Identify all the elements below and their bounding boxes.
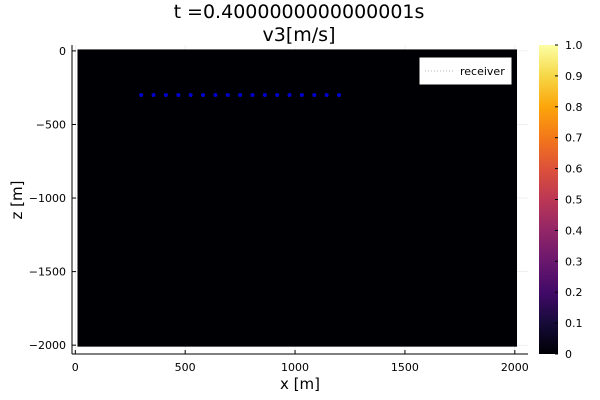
colorbar-tick-label: 0.4 xyxy=(565,224,583,237)
receiver-marker xyxy=(275,93,280,98)
receiver-marker xyxy=(312,93,317,98)
receiver-marker xyxy=(299,93,304,98)
receiver-marker xyxy=(337,93,342,98)
x-tick-label: 1500 xyxy=(391,361,419,374)
axes xyxy=(71,45,528,355)
receiver-marker xyxy=(225,93,230,98)
y-tick-label: −1500 xyxy=(29,266,66,279)
colorbar-gradient xyxy=(539,45,558,354)
legend-receiver-label: receiver xyxy=(460,65,505,78)
colorbar-tick-label: 0.7 xyxy=(565,132,583,145)
x-tick-label: 0 xyxy=(72,361,79,374)
colorbar-ticks: 0 0.1 0.2 0.3 0.4 0.5 0.6 0.7 0.8 0.9 1.0 xyxy=(555,39,583,361)
x-axis-label: x [m] xyxy=(280,375,320,393)
colorbar-tick-label: 0.3 xyxy=(565,255,583,268)
receiver-marker xyxy=(151,93,156,98)
receiver-marker xyxy=(176,93,181,98)
colorbar-tick-label: 0.5 xyxy=(565,194,583,207)
colorbar-tick-label: 0.2 xyxy=(565,286,583,299)
chart-title-line2: v3[m/s] xyxy=(263,24,336,46)
x-tick-label: 2000 xyxy=(501,361,529,374)
y-ticks: 0 −500 −1000 −1500 −2000 xyxy=(29,45,76,352)
receiver-marker xyxy=(213,93,218,98)
x-tick-label: 1000 xyxy=(281,361,309,374)
y-tick-label: −500 xyxy=(36,118,66,131)
colorbar-tick-label: 0.1 xyxy=(565,317,583,330)
receiver-marker xyxy=(324,93,329,98)
receiver-marker xyxy=(201,93,206,98)
receiver-marker xyxy=(250,93,255,98)
receiver-marker xyxy=(287,93,292,98)
y-tick-label: −1000 xyxy=(29,192,66,205)
receiver-marker xyxy=(139,93,144,98)
y-tick-label: −2000 xyxy=(29,339,66,352)
receiver-marker xyxy=(238,93,243,98)
y-axis-label: z [m] xyxy=(8,181,26,220)
colorbar-tick-label: 0.6 xyxy=(565,163,583,176)
receiver-marker xyxy=(163,93,168,98)
colorbar-tick-label: 0.8 xyxy=(565,101,583,114)
colorbar-tick-label: 0 xyxy=(565,348,572,361)
colorbar-tick-label: 1.0 xyxy=(565,39,583,52)
x-ticks: 0 500 1000 1500 2000 xyxy=(72,350,529,374)
colorbar: 0 0.1 0.2 0.3 0.4 0.5 0.6 0.7 0.8 0.9 1.0 xyxy=(539,39,583,361)
receiver-marker xyxy=(188,93,193,98)
colorbar-tick-label: 0.9 xyxy=(565,70,583,83)
receiver-marker xyxy=(262,93,267,98)
chart-title-line1: t =0.4000000000000001s xyxy=(174,1,425,23)
y-tick-label: 0 xyxy=(59,45,66,58)
legend: receiver xyxy=(418,56,513,86)
x-tick-label: 500 xyxy=(175,361,196,374)
heatmap-field xyxy=(77,49,518,347)
receiver-markers xyxy=(139,93,342,98)
